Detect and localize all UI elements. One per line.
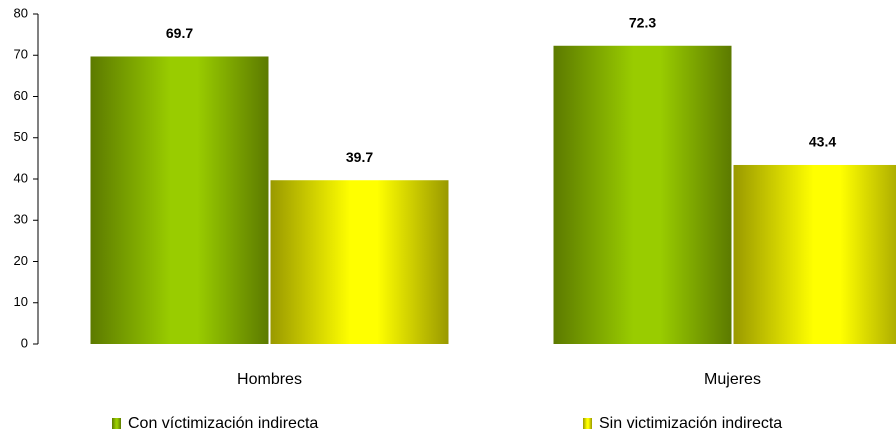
bar	[733, 164, 896, 344]
legend-swatch	[583, 418, 592, 429]
value-label: 69.7	[166, 25, 193, 41]
bar	[90, 56, 269, 345]
legend-label: Con víctimización indirecta	[128, 415, 318, 432]
y-tick-label: 60	[14, 88, 28, 103]
y-tick-label: 10	[14, 294, 28, 309]
bar	[553, 45, 732, 344]
value-label: 43.4	[809, 134, 836, 150]
y-tick-label: 0	[21, 335, 28, 350]
y-tick-label: 30	[14, 212, 28, 227]
bar	[270, 180, 449, 344]
y-tick-label: 50	[14, 129, 28, 144]
y-tick-label: 20	[14, 253, 28, 268]
legend-swatch	[112, 418, 121, 429]
y-tick-label: 80	[14, 5, 28, 20]
legend-label: Sin victimización indirecta	[599, 415, 782, 432]
y-tick-label: 70	[14, 47, 28, 62]
value-label: 72.3	[629, 14, 656, 30]
y-tick-label: 40	[14, 170, 28, 185]
x-tick-label: Hombres	[237, 371, 302, 388]
x-tick-label: Mujeres	[704, 371, 761, 388]
value-label: 39.7	[346, 149, 373, 165]
